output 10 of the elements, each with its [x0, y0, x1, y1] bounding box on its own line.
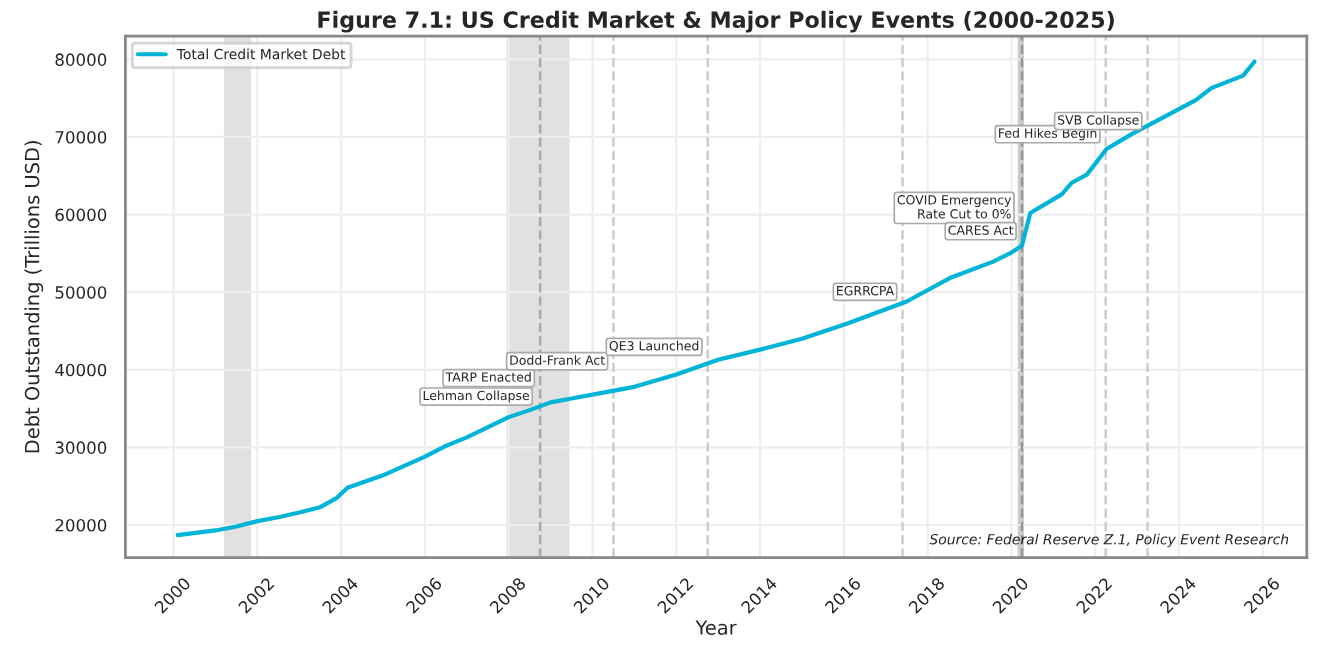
y-tick-label: 70000 [55, 130, 107, 144]
y-tick-label: 80000 [55, 53, 107, 66]
y-tick-label: 50000 [55, 286, 107, 299]
y-tick-label: 60000 [55, 208, 107, 222]
y-tick-label: 20000 [55, 518, 107, 532]
y-tick-label: 40000 [55, 363, 107, 377]
chart-title: Figure 7.1: US Credit Market & Major Policy Events (2000-2025) [318, 10, 1114, 33]
y-tick-label: 30000 [55, 441, 107, 454]
x-axis-title: Year [695, 620, 737, 635]
y-axis-title: Debt Outstanding (Trillions USD) [24, 141, 44, 453]
